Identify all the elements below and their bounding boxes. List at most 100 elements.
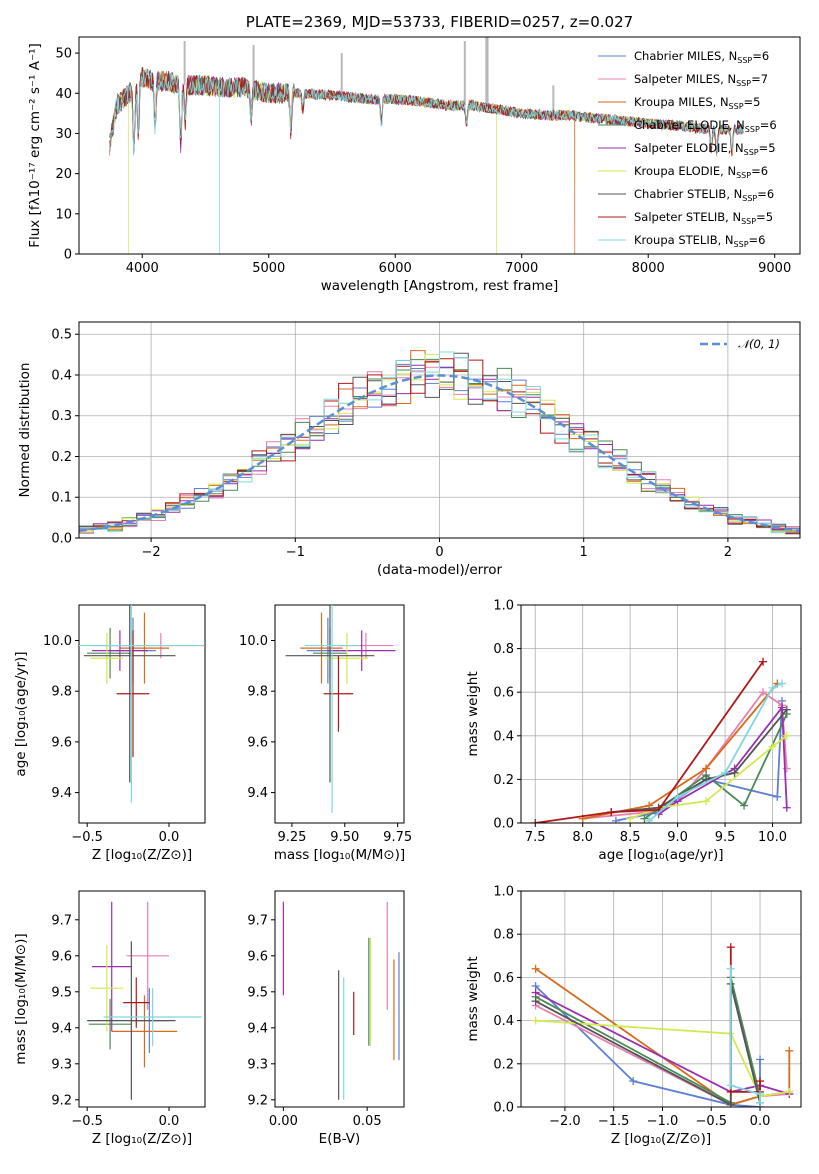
age-vs-metallicity-panel: −0.5 0.0 9.4 9.6 9.8 10.0 Z [log₁₀(Z/Z⊙)] age [… xyxy=(13,604,206,863)
y-tick-label: 0.8 xyxy=(493,642,514,657)
x-tick-label: 7000 xyxy=(505,261,538,276)
legend-model: Kroupa MILES, N xyxy=(634,95,729,109)
y-tick-label: 9.3 xyxy=(247,1057,268,1072)
x-axis-label: Z [log₁₀(Z/Z⊙)] xyxy=(92,1131,192,1147)
spectrum-panel: PLATE=2369, MJD=53733, FIBERID=0257, z=0… xyxy=(27,13,801,294)
plot-area xyxy=(87,901,202,1100)
mass-vs-reddening-panel: 0.00 0.05 9.2 9.3 9.4 9.5 9.6 9.7 E(B-V) xyxy=(247,890,405,1147)
x-tick-label: −1.0 xyxy=(647,1114,679,1129)
mass-weight-vs-age-panel: 7.5 8.0 8.5 9.0 9.5 10.0 0.0 0.2 0.4 0.6 0.8 1.0 age… xyxy=(465,599,802,863)
y-tick-label: 9.3 xyxy=(51,1057,72,1072)
legend-model: Salpeter ELODIE, N xyxy=(634,141,744,155)
y-tick-label: 0.4 xyxy=(51,368,72,383)
y-tick-label: 40 xyxy=(55,87,72,102)
y-axis-label: Flux [fλ10⁻¹⁷ erg cm⁻² s⁻¹ A⁻¹] xyxy=(27,43,43,248)
legend-subscript: SSP xyxy=(736,171,751,180)
legend-nssp: =6 xyxy=(760,118,777,132)
plot-area xyxy=(285,605,396,813)
x-tick-label: 1 xyxy=(580,545,588,560)
x-tick-label: 7.5 xyxy=(525,830,546,845)
legend-nssp: =6 xyxy=(749,233,766,247)
x-tick-label: −2 xyxy=(142,545,161,560)
x-axis-label: wavelength [Angstrom, rest frame] xyxy=(321,278,559,294)
x-tick-label: 9000 xyxy=(758,261,791,276)
legend-label: Kroupa STELIB, NSSP=6 xyxy=(634,233,765,249)
mass-weight-line xyxy=(582,690,788,820)
x-tick-label: −0.5 xyxy=(71,1114,103,1129)
x-tick-label: 9.5 xyxy=(715,830,736,845)
y-tick-label: 1.0 xyxy=(493,599,514,614)
y-axis-label: mass weight xyxy=(465,956,481,1041)
y-axis-label: Normed distribution xyxy=(17,363,33,498)
x-axis-label: mass [log₁₀(M/M⊙)] xyxy=(274,847,405,863)
y-tick-label: 20 xyxy=(55,167,72,182)
chart-title: PLATE=2369, MJD=53733, FIBERID=0257, z=0… xyxy=(246,13,633,31)
y-tick-label: 9.6 xyxy=(51,735,72,750)
legend-model: Salpeter STELIB, N xyxy=(634,210,741,224)
y-tick-label: 9.4 xyxy=(51,1021,72,1036)
legend-nssp: =6 xyxy=(752,49,769,63)
plot-area xyxy=(531,657,791,823)
legend-label: Salpeter ELODIE, NSSP=5 xyxy=(634,141,776,157)
legend-subscript: SSP xyxy=(742,194,757,203)
x-tick-label: −1.5 xyxy=(598,1114,630,1129)
x-tick-label: −1 xyxy=(286,545,305,560)
x-tick-label: 0.05 xyxy=(353,1114,382,1129)
legend-nssp: =5 xyxy=(759,141,776,155)
x-tick-label: 4000 xyxy=(126,261,159,276)
mass-weight-line xyxy=(535,991,790,1095)
x-tick-label: 0.0 xyxy=(159,1114,180,1129)
x-tick-label: −0.5 xyxy=(695,1114,727,1129)
plot-area xyxy=(79,350,800,535)
x-tick-label: 10.0 xyxy=(758,830,787,845)
x-tick-label: 0.00 xyxy=(269,1114,298,1129)
y-tick-label: 9.5 xyxy=(51,985,72,1000)
y-tick-label: 0 xyxy=(64,248,72,263)
x-axis-label: E(B-V) xyxy=(319,1131,361,1147)
y-tick-label: 9.6 xyxy=(51,949,72,964)
x-tick-label: 6000 xyxy=(379,261,412,276)
mass-weight-line xyxy=(729,947,761,1093)
y-axis-label: mass [log₁₀(M/M⊙)] xyxy=(13,933,29,1064)
y-tick-label: 30 xyxy=(55,127,72,142)
plot-area xyxy=(109,37,744,254)
plot-frame xyxy=(78,604,206,824)
y-tick-label: 10 xyxy=(55,207,72,222)
y-tick-label: 0.5 xyxy=(51,328,72,343)
plot-frame xyxy=(274,890,405,1108)
legend-model: Chabrier STELIB, N xyxy=(634,187,742,201)
mass-weight-line xyxy=(535,1019,790,1098)
x-tick-label: 0.0 xyxy=(750,1114,771,1129)
legend-label: Chabrier ELODIE, NSSP=6 xyxy=(634,118,777,134)
legend-nssp: =6 xyxy=(751,164,768,178)
legend-subscript: SSP xyxy=(745,125,760,134)
plot-area xyxy=(531,943,794,1107)
legend-model: Salpeter MILES, N xyxy=(634,72,736,86)
spectrum-line-chabrier-stelib xyxy=(109,70,744,154)
legend-subscript: SSP xyxy=(737,56,752,65)
histogram-chabrier-stelib xyxy=(79,352,800,534)
mass-weight-line xyxy=(611,709,788,813)
y-tick-label: 0.2 xyxy=(51,450,72,465)
normal-curve xyxy=(79,374,800,533)
spectrum-line-kroupa-stelib xyxy=(109,68,744,254)
legend-subscript: SSP xyxy=(736,79,751,88)
x-axis-label: Z [log₁₀(Z/Z⊙)] xyxy=(611,1131,711,1147)
y-tick-label: 9.2 xyxy=(51,1093,72,1108)
legend-nssp: =7 xyxy=(751,72,768,86)
mass-weight-line xyxy=(648,682,783,822)
mass-vs-metallicity-panel: −0.5 0.0 9.2 9.3 9.4 9.5 9.6 9.7 Z [log₁₀(Z/Z⊙)]… xyxy=(13,890,206,1147)
legend-subscript: SSP xyxy=(741,217,756,226)
legend-label: Chabrier STELIB, NSSP=6 xyxy=(634,187,774,203)
legend-subscript: SSP xyxy=(734,240,749,249)
y-tick-label: 9.8 xyxy=(247,685,268,700)
y-tick-label: 0.8 xyxy=(493,928,514,943)
x-tick-label: 8.5 xyxy=(620,830,641,845)
plot-frame xyxy=(520,604,802,824)
legend-model: Chabrier ELODIE, N xyxy=(634,118,745,132)
legend-nssp: =5 xyxy=(744,95,761,109)
mass-weight-vs-metallicity-panel: −2.0 −1.5 −1.0 −0.5 0.0 0.0 0.2 0.4 0.6 0.8 1.0 Z [… xyxy=(465,885,802,1147)
y-tick-label: 0.4 xyxy=(493,1014,514,1029)
y-tick-label: 0.6 xyxy=(493,971,514,986)
